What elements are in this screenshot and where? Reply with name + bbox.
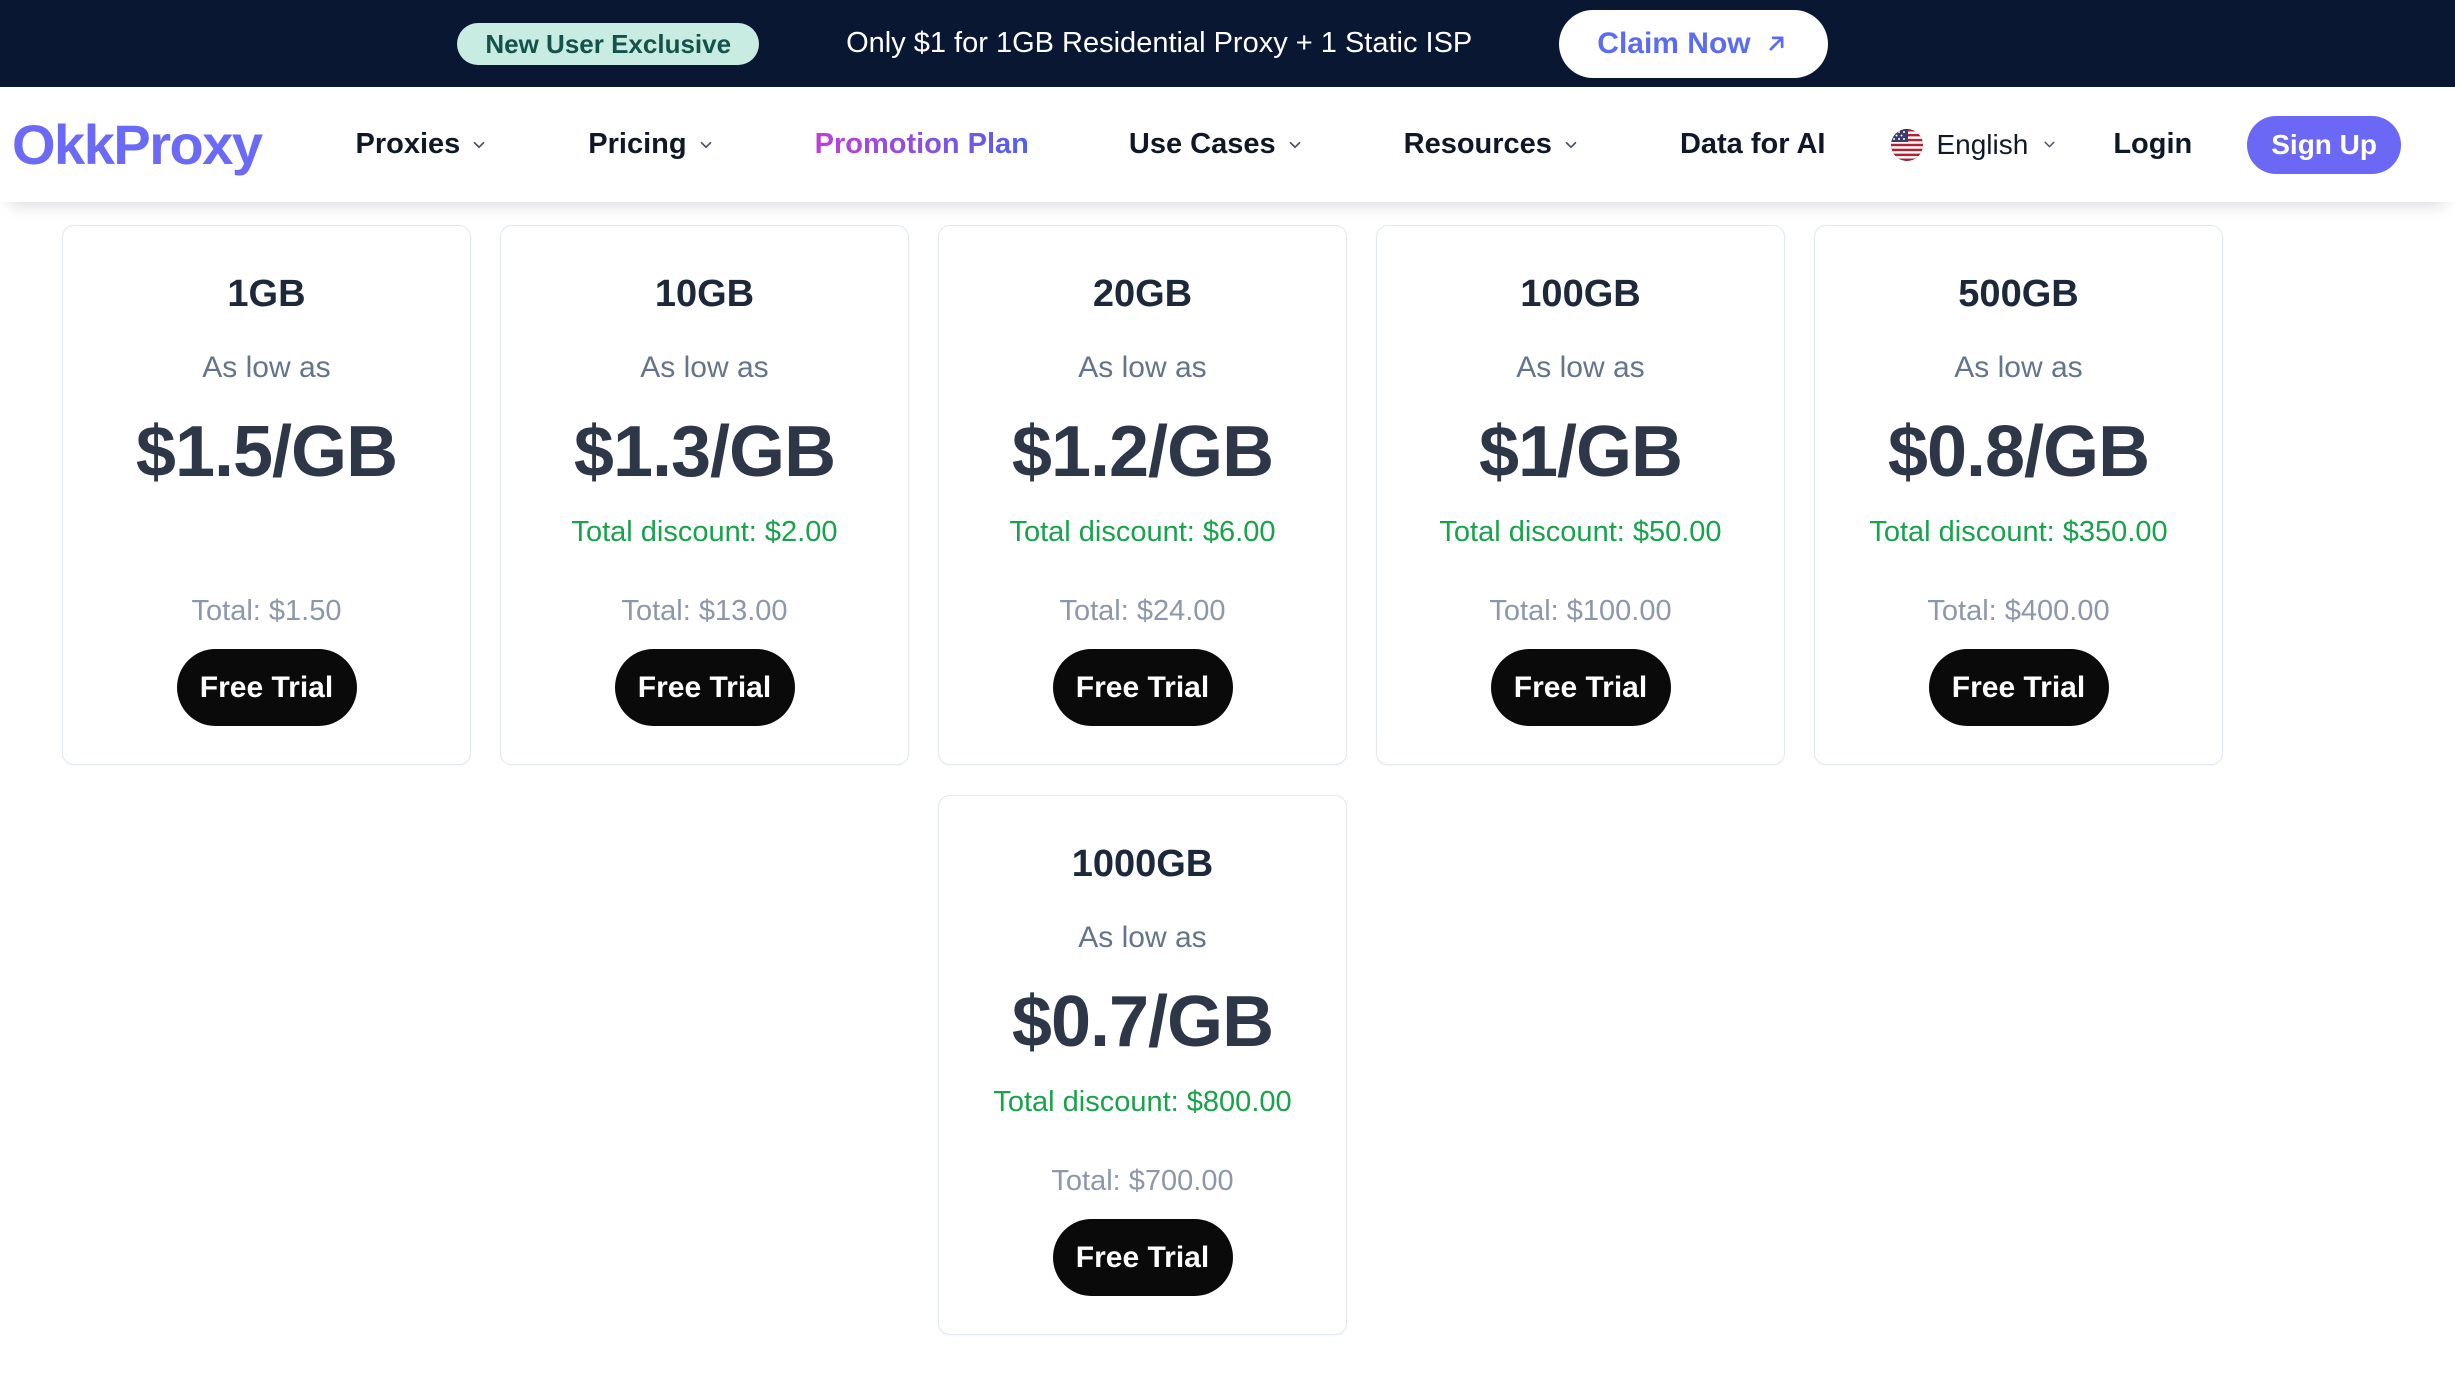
language-label: English <box>1936 128 2029 160</box>
as-low-as-label: As low as <box>1954 351 2083 384</box>
plan-discount: Total discount: $6.00 <box>1009 516 1276 548</box>
plan-size: 20GB <box>1092 273 1193 315</box>
free-trial-button[interactable]: Free Trial <box>1490 649 1671 726</box>
language-selector[interactable]: English <box>1891 128 2058 161</box>
free-trial-button[interactable]: Free Trial <box>1052 649 1233 726</box>
nav-item-proxies[interactable]: Proxies <box>356 128 489 161</box>
plan-price: $0.7/GB <box>1011 982 1274 1062</box>
free-trial-button[interactable]: Free Trial <box>1052 1219 1233 1296</box>
nav-item-label: Resources <box>1403 128 1552 160</box>
plan-total: Total: $24.00 <box>1059 595 1226 627</box>
pricing-card-1000gb: 1000GB As low as $0.7/GB Total discount:… <box>938 795 1347 1335</box>
as-low-as-label: As low as <box>202 351 331 384</box>
plan-size: 500GB <box>1958 273 2079 315</box>
plan-price: $1.5/GB <box>135 412 398 492</box>
promo-message: Only $1 for 1GB Residential Proxy + 1 St… <box>846 27 1473 59</box>
plan-price: $0.8/GB <box>1887 412 2150 492</box>
as-low-as-label: As low as <box>1078 351 1207 384</box>
nav-item-label: Promotion Plan <box>814 128 1029 160</box>
claim-now-button[interactable]: Claim Now <box>1559 9 1828 78</box>
arrow-up-right-icon <box>1769 36 1784 51</box>
nav-item-pricing[interactable]: Pricing <box>588 128 714 161</box>
plan-size: 1000GB <box>1071 843 1214 885</box>
new-user-badge: New User Exclusive <box>457 22 760 65</box>
promo-banner-content: New User Exclusive Only $1 for 1GB Resid… <box>457 9 1828 78</box>
promo-banner: New User Exclusive Only $1 for 1GB Resid… <box>0 0 2455 87</box>
nav-item-label: Pricing <box>588 128 687 160</box>
login-link[interactable]: Login <box>2113 128 2193 160</box>
nav-item-label: Proxies <box>355 128 461 160</box>
pricing-card-100gb: 100GB As low as $1/GB Total discount: $5… <box>1376 225 1785 765</box>
pricing-card-1gb: 1GB As low as $1.5/GB Total: $1.50 Free … <box>62 225 471 765</box>
nav-item-use-cases[interactable]: Use Cases <box>1129 128 1304 161</box>
plan-discount: Total discount: $2.00 <box>571 516 838 548</box>
nav-links: Proxies Pricing Promotion Plan Use Cases… <box>356 128 1826 161</box>
nav-item-promotion-plan[interactable]: Promotion Plan <box>815 128 1029 161</box>
chevron-down-icon <box>1565 141 1577 148</box>
nav-item-label: Use Cases <box>1128 128 1276 160</box>
nav-item-label: Data for AI <box>1679 128 1826 160</box>
plan-total: Total: $13.00 <box>621 595 788 627</box>
nav-right-group: English Login Sign Up <box>1891 115 2401 174</box>
as-low-as-label: As low as <box>1516 351 1645 384</box>
plan-size: 1GB <box>227 273 306 315</box>
pricing-card-10gb: 10GB As low as $1.3/GB Total discount: $… <box>500 225 909 765</box>
chevron-down-icon <box>700 141 711 148</box>
chevron-down-icon <box>2044 141 2055 148</box>
plan-size: 100GB <box>1520 273 1641 315</box>
plan-total: Total: $700.00 <box>1051 1165 1234 1197</box>
pricing-grid: 1GB As low as $1.5/GB Total: $1.50 Free … <box>62 202 2455 1335</box>
plan-total: Total: $1.50 <box>191 595 342 627</box>
as-low-as-label: As low as <box>640 351 769 384</box>
as-low-as-label: As low as <box>1078 921 1207 954</box>
plan-price: $1.2/GB <box>1011 412 1274 492</box>
claim-now-label: Claim Now <box>1597 26 1751 60</box>
plan-price: $1/GB <box>1478 412 1683 492</box>
signup-button[interactable]: Sign Up <box>2247 115 2401 174</box>
plan-size: 10GB <box>654 273 755 315</box>
pricing-card-500gb: 500GB As low as $0.8/GB Total discount: … <box>1814 225 2223 765</box>
logo[interactable]: OkkProxy <box>12 113 263 176</box>
navbar: OkkProxy Proxies Pricing Promotion Plan … <box>0 87 2455 202</box>
plan-total: Total: $100.00 <box>1489 595 1672 627</box>
plan-discount: Total discount: $350.00 <box>1869 516 2168 548</box>
plan-discount: Total discount: $50.00 <box>1439 516 1722 548</box>
chevron-down-icon <box>1289 141 1300 148</box>
nav-item-data-for-ai[interactable]: Data for AI <box>1680 128 1826 161</box>
free-trial-button[interactable]: Free Trial <box>1928 649 2109 726</box>
plan-discount: Total discount: $800.00 <box>993 1086 1292 1118</box>
plan-price: $1.3/GB <box>573 412 836 492</box>
plan-total: Total: $400.00 <box>1927 595 2110 627</box>
pricing-card-20gb: 20GB As low as $1.2/GB Total discount: $… <box>938 225 1347 765</box>
nav-item-resources[interactable]: Resources <box>1404 128 1580 161</box>
us-flag-icon <box>1891 128 1924 161</box>
free-trial-button[interactable]: Free Trial <box>614 649 795 726</box>
chevron-down-icon <box>473 141 485 148</box>
free-trial-button[interactable]: Free Trial <box>176 649 357 726</box>
